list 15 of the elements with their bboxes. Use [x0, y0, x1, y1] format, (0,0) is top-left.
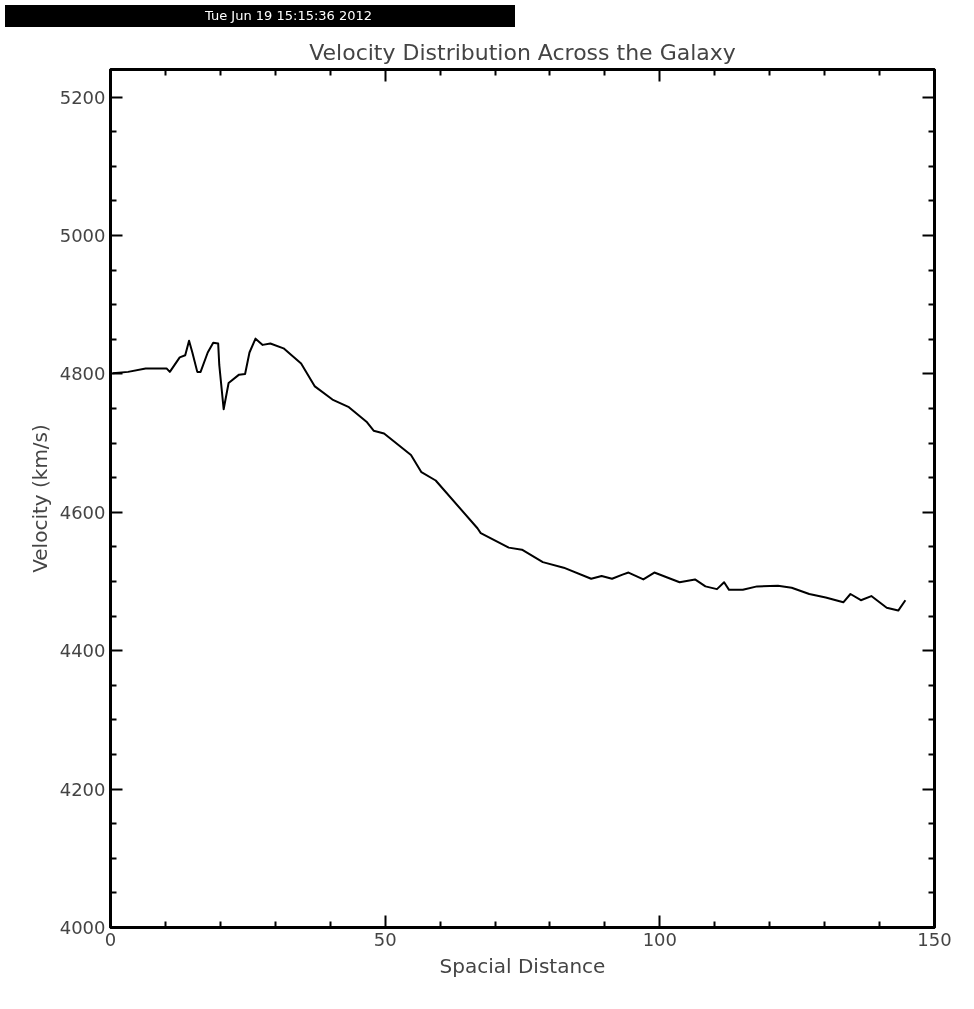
- x-tick-label: 150: [917, 928, 952, 950]
- y-tick-label: 4800: [59, 363, 106, 385]
- y-tick-label: 5200: [59, 86, 106, 108]
- y-tick-label: 5000: [59, 225, 106, 247]
- y-tick-label: 4400: [59, 640, 106, 662]
- x-tick-label: 50: [373, 928, 397, 950]
- y-tick-label: 4200: [59, 778, 106, 800]
- x-tick-label: 100: [642, 928, 678, 950]
- text: Tue Jun 19 15:15:36 2012: [205, 7, 373, 25]
- y-tick-label: 4600: [59, 501, 106, 523]
- chart-title: Velocity Distribution Across the Galaxy: [309, 39, 736, 65]
- y-axis-title: Velocity (km/s): [27, 424, 52, 573]
- x-tick-label: 0: [104, 928, 117, 950]
- y-tick-label: 4000: [59, 917, 106, 938]
- x-axis-title: Spacial Distance: [439, 953, 606, 978]
